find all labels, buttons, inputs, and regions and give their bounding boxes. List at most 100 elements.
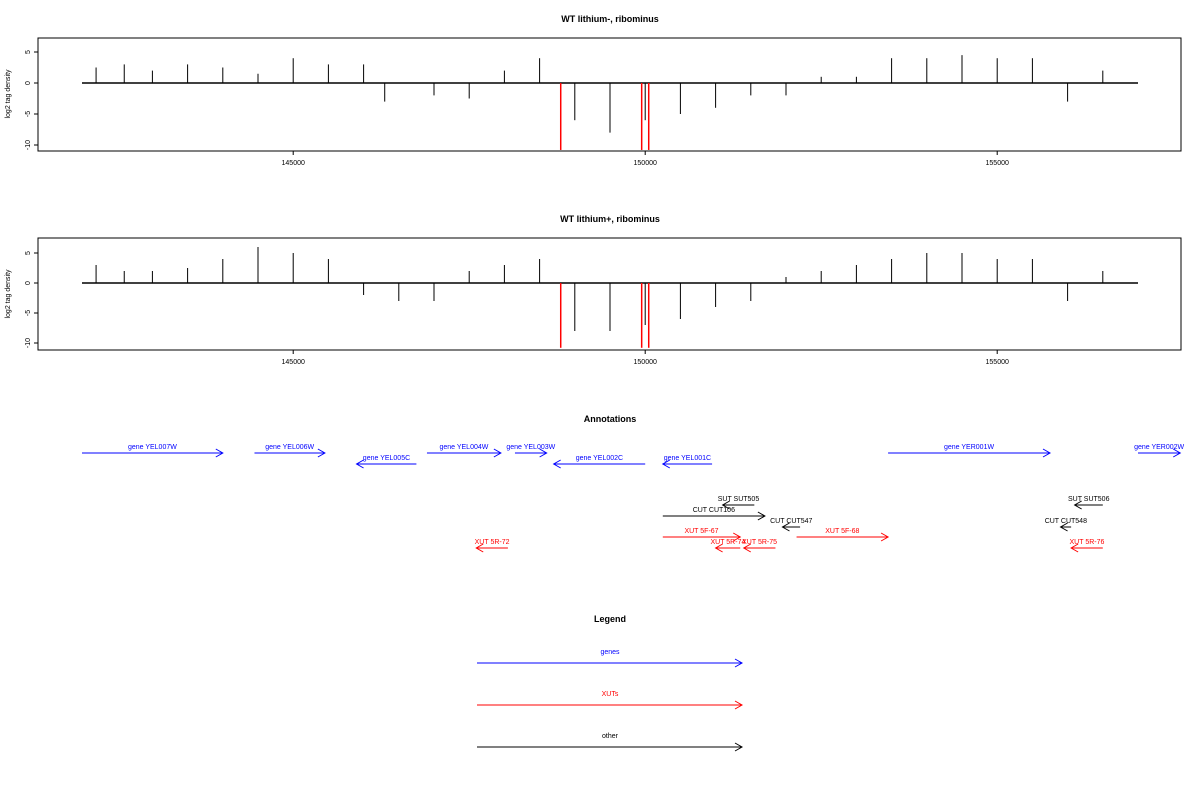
arrowhead-icon: [721, 500, 730, 510]
annotation-track: Annotations gene YEL007W gene YEL006Wgene…: [82, 414, 1185, 553]
legend-label: XUTs: [602, 691, 619, 698]
panel-title: WT lithium+, ribominus: [560, 214, 660, 224]
legend-item: genes: [477, 649, 744, 668]
feature-arrow: gene YER002W: [1134, 444, 1185, 458]
legend-items: genes XUTs other: [477, 649, 744, 752]
y-tick-label: -5: [25, 310, 32, 316]
arrowhead-icon: [1172, 448, 1182, 458]
feature-label: XUT 5R-75: [742, 539, 777, 546]
y-tick-label: -10: [25, 338, 32, 348]
arrowhead-icon: [734, 742, 744, 752]
arrowhead-icon: [714, 543, 723, 553]
arrowhead-icon: [880, 532, 890, 542]
y-tick-label: 5: [25, 251, 32, 255]
feature-arrow: gene YEL002C: [552, 455, 646, 469]
arrowhead-icon: [1073, 500, 1082, 510]
feature-arrow: CUT CUT547: [770, 518, 813, 532]
x-tick-label: 145000: [282, 160, 305, 167]
feature-arrow: gene YEL006W: [254, 444, 326, 458]
legend: Legend genes XUTs other: [477, 614, 744, 752]
feature-label: CUT CUT106: [693, 507, 735, 514]
feature-label: gene YEL007W: [128, 444, 177, 451]
feature-label: XUT 5R-74: [710, 539, 745, 546]
feature-arrow: SUT SUT506: [1068, 496, 1110, 510]
x-tick-label: 145000: [282, 359, 305, 366]
arrowhead-icon: [539, 448, 548, 458]
arrowhead-icon: [757, 511, 766, 521]
x-tick-label: 155000: [986, 160, 1009, 167]
feature-arrow: gene YEL003W: [506, 444, 556, 458]
feature-label: XUT 5R-76: [1070, 539, 1105, 546]
feature-label: SUT SUT505: [718, 496, 760, 503]
feature-arrow: XUT 5R-74: [710, 539, 745, 553]
arrowhead-icon: [552, 459, 561, 469]
plot-frame: [37, 37, 1182, 152]
plot-frame: [37, 237, 1182, 351]
feature-label: SUT SUT506: [1068, 496, 1110, 503]
arrowhead-icon: [1059, 522, 1068, 532]
feature-label: gene YEL001C: [664, 455, 711, 462]
feature-arrow: gene YEL001C: [661, 455, 713, 469]
x-tick-label: 150000: [634, 160, 657, 167]
arrowhead-icon: [734, 700, 744, 710]
density-panel-lithium-minus: WT lithium-, ribominus log2 tag density …: [5, 14, 1182, 167]
feature-arrow: gene YEL007W: [82, 444, 224, 458]
feature-label: CUT CUT547: [770, 518, 812, 525]
panel-title: WT lithium-, ribominus: [561, 14, 659, 24]
legend-item: other: [477, 733, 744, 752]
feature-label: XUT 5R-72: [475, 539, 510, 546]
arrowhead-icon: [781, 522, 790, 532]
feature-arrow: XUT 5R-75: [742, 539, 777, 553]
arrowhead-icon: [215, 448, 224, 458]
legend-label: genes: [600, 649, 620, 656]
arrowhead-icon: [742, 543, 752, 553]
y-tick-label: 0: [25, 281, 32, 285]
feature-label: gene YER002W: [1134, 444, 1184, 451]
feature-label: CUT CUT548: [1045, 518, 1087, 525]
y-tick-label: 0: [25, 81, 32, 85]
feature-label: gene YER001W: [944, 444, 994, 451]
y-tick-label: -5: [25, 111, 32, 117]
feature-label: XUT 5F-67: [684, 528, 718, 535]
y-tick-label: -10: [25, 140, 32, 150]
feature-arrow: XUT 5F-68: [796, 528, 890, 542]
feature-arrow: XUT 5F-67: [662, 528, 742, 542]
feature-label: gene YEL006W: [265, 444, 314, 451]
y-axis-label: log2 tag density: [5, 269, 12, 319]
x-tick-label: 155000: [986, 359, 1009, 366]
feature-arrows: gene YEL007W gene YEL006W gene YEL005C gene…: [82, 444, 1185, 553]
arrowhead-icon: [1042, 448, 1052, 458]
legend-title: Legend: [594, 614, 626, 624]
x-tick-label: 150000: [634, 359, 657, 366]
legend-item: XUTs: [477, 691, 744, 710]
feature-label: gene YEL002C: [576, 455, 623, 462]
density-bars: [82, 55, 1138, 150]
feature-arrow: gene YEL004W: [426, 444, 502, 458]
arrowhead-icon: [317, 448, 326, 458]
annotations-title: Annotations: [584, 414, 637, 424]
feature-label: XUT 5F-68: [825, 528, 859, 535]
feature-arrow: XUT 5R-72: [475, 539, 510, 553]
axes: 5 0 -5 -10 145000 150000 155000: [25, 251, 1009, 366]
feature-label: gene YEL004W: [439, 444, 488, 451]
legend-label: other: [602, 733, 619, 740]
axes: 5 0 -5 -10 145000 150000 155000: [25, 50, 1009, 167]
arrowhead-icon: [732, 532, 742, 542]
density-bars: [82, 247, 1138, 348]
feature-arrow: CUT CUT106: [662, 507, 766, 521]
density-panel-lithium-plus: WT lithium+, ribominus log2 tag density …: [5, 214, 1182, 366]
arrowhead-icon: [355, 459, 364, 469]
feature-arrow: gene YEL005C: [355, 455, 417, 469]
feature-label: gene YEL003W: [506, 444, 555, 451]
feature-arrow: XUT 5R-76: [1070, 539, 1105, 553]
arrowhead-icon: [661, 459, 671, 469]
feature-label: gene YEL005C: [363, 455, 410, 462]
feature-arrow: CUT CUT548: [1045, 518, 1087, 532]
arrowhead-icon: [475, 543, 484, 553]
feature-arrow: gene YER001W: [888, 444, 1052, 458]
feature-arrow: SUT SUT505: [718, 496, 760, 510]
arrowhead-icon: [1070, 543, 1079, 553]
arrowhead-icon: [493, 448, 502, 458]
y-axis-label: log2 tag density: [5, 69, 12, 119]
